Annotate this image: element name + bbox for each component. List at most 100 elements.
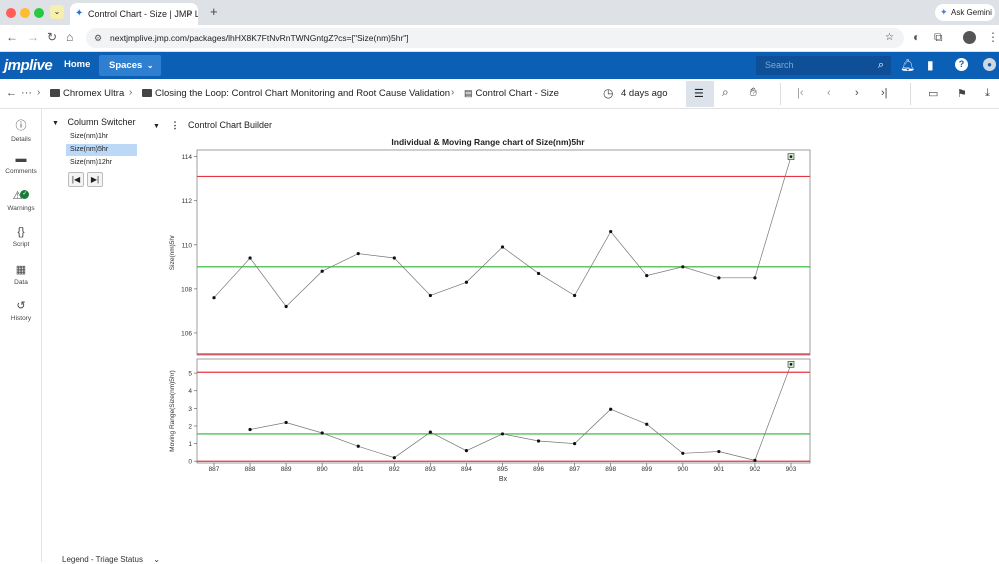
spaces-button[interactable]: Spaces ⌄ (99, 55, 161, 76)
bookmark-icon[interactable]: ⚑ (957, 88, 967, 100)
browser-menu-icon[interactable]: ⋮ (987, 30, 999, 44)
rail-label: Data (14, 279, 28, 286)
legend-label: Legend - Triage Status (62, 555, 143, 564)
search-placeholder: Search (765, 60, 794, 70)
profile-avatar[interactable] (963, 31, 976, 44)
disclosure-triangle-icon[interactable]: ▼ (52, 120, 59, 127)
individuals-data-point (609, 229, 613, 234)
breadcrumb-item-report[interactable]: ▤ Control Chart - Size (464, 88, 559, 99)
search-icon[interactable]: ⌕ (877, 59, 884, 71)
toolbar-divider (910, 83, 911, 105)
moving-range-data-point (356, 444, 360, 448)
download-icon[interactable]: ⤓ (985, 87, 990, 99)
column-option[interactable]: Size(nm)1hr (70, 133, 109, 140)
individuals-data-point (212, 296, 216, 300)
breadcrumb-item-folder[interactable]: Closing the Loop: Control Chart Monitori… (142, 88, 450, 99)
bookmark-star-icon[interactable]: ☆ (885, 32, 894, 43)
x-tick-label: 897 (569, 466, 580, 473)
next-page-icon[interactable]: › (855, 87, 859, 99)
column-switcher-header[interactable]: ▼ Column Switcher (52, 117, 135, 127)
toolbar-divider (780, 83, 781, 105)
individuals-data-point (717, 276, 721, 280)
tab-search-icon[interactable]: ⌄ (50, 5, 64, 19)
x-tick-label: 889 (281, 466, 292, 473)
breadcrumb-label: Control Chart - Size (475, 88, 559, 99)
ask-gemini-label: Ask Gemini (951, 8, 992, 17)
help-icon[interactable]: ? (955, 58, 968, 71)
warning-icon: ⚠︎✓ (12, 190, 30, 202)
next-column-button[interactable]: ▶| (87, 172, 103, 187)
x-tick-label: 888 (245, 466, 256, 473)
present-icon[interactable]: ▭ (928, 88, 939, 100)
clock-icon: ◷ (603, 86, 614, 100)
rail-item-details[interactable]: ⓘ Details (0, 117, 42, 143)
moving-range-data-point (681, 451, 685, 455)
previous-column-button[interactable]: |◀ (68, 172, 84, 187)
back-icon[interactable]: ← (6, 30, 18, 44)
last-page-icon[interactable]: ›| (881, 87, 888, 99)
close-window-button[interactable] (6, 8, 16, 18)
folder-icon (142, 89, 152, 97)
rail-item-data[interactable]: ▦ Data (0, 263, 42, 286)
jmp-favicon-icon: ✦ (75, 8, 84, 19)
zoom-window-button[interactable] (34, 8, 44, 18)
moving-range-data-point (464, 449, 469, 453)
rail-item-comments[interactable]: ▬ Comments (0, 153, 42, 175)
x-tick-label: 892 (389, 466, 400, 473)
individuals-data-point (356, 252, 360, 256)
disclosure-triangle-icon[interactable]: ▼ (153, 123, 160, 130)
rail-item-warnings[interactable]: ⚠︎✓ Warnings (0, 189, 42, 212)
tab-close-icon[interactable]: × (186, 9, 192, 19)
site-settings-icon[interactable]: ⚙ (94, 33, 103, 43)
reload-icon[interactable]: ↻ (47, 30, 58, 44)
moving-range-data-point (500, 432, 505, 436)
hand-tool-icon[interactable]: ✋︎ (750, 85, 757, 99)
column-option[interactable]: Size(nm)12hr (70, 159, 113, 166)
moving-range-data-point (753, 458, 757, 462)
zoom-icon[interactable]: ⌕ (722, 85, 729, 99)
browser-tab-bar: ⌄ ✦ Control Chart - Size | JMP Li × + ✦ … (0, 0, 999, 25)
builder-menu-icon[interactable]: ⋮ (170, 120, 180, 130)
x-tick-label: 895 (497, 466, 508, 473)
rail-item-history[interactable]: ↺ History (0, 299, 42, 322)
first-page-icon[interactable]: |‹ (797, 87, 804, 99)
legend-bar[interactable]: Legend - Triage Status ⌄ (62, 555, 160, 564)
column-option-selected[interactable]: Size(nm)5hr (66, 144, 137, 156)
jmplive-logo[interactable]: jmplive (4, 57, 53, 74)
previous-page-icon[interactable]: ‹ (827, 87, 831, 99)
chart-title: Individual & Moving Range chart of Size(… (391, 137, 585, 147)
individuals-data-point (681, 265, 685, 269)
selection-tool-button[interactable]: ☰ (686, 81, 714, 107)
back-arrow-icon[interactable]: ← (6, 87, 17, 99)
builder-header[interactable]: ▼ ⋮ Control Chart Builder (153, 120, 272, 131)
moving-range-y-tick-label: 5 (188, 371, 192, 378)
url-input[interactable]: ⚙ nextjmplive.jmp.com/packages/lhHX8K7Ft… (86, 28, 904, 48)
rail-item-script[interactable]: {} Script (0, 226, 42, 248)
ask-gemini-button[interactable]: ✦ Ask Gemini (935, 4, 995, 21)
search-input[interactable]: Search ⌕ (756, 56, 891, 75)
individuals-data-point (392, 256, 396, 260)
x-axis-label: Bx (499, 476, 508, 483)
home-link[interactable]: Home (64, 59, 91, 70)
browser-tab[interactable]: ✦ Control Chart - Size | JMP Li × (70, 3, 198, 25)
notification-bell-icon[interactable]: 🔔︎ (900, 58, 916, 72)
bookmarks-icon[interactable]: ▮ (927, 58, 934, 72)
individuals-plot-frame (196, 149, 811, 356)
extensions-icon[interactable]: ⧉ (934, 30, 943, 44)
braces-icon: {} (17, 226, 25, 238)
user-avatar-icon[interactable]: ● (983, 58, 996, 71)
chevron-right-icon: › (37, 87, 41, 98)
individuals-data-point (753, 276, 757, 280)
comment-icon: ▬ (15, 153, 27, 165)
shield-icon[interactable]: ◐ (913, 30, 921, 44)
new-tab-button[interactable]: + (210, 4, 218, 19)
breadcrumb-item-space[interactable]: Chromex Ultra (50, 88, 124, 99)
moving-range-data-point (428, 430, 432, 434)
individuals-y-tick-label: 112 (182, 198, 193, 205)
history-icon: ↺ (16, 300, 26, 312)
minimize-window-button[interactable] (20, 8, 30, 18)
more-icon[interactable]: ··· (21, 87, 32, 99)
forward-icon[interactable]: → (27, 30, 39, 44)
home-icon[interactable]: ⌂ (66, 30, 74, 44)
individuals-data-point (500, 245, 505, 249)
